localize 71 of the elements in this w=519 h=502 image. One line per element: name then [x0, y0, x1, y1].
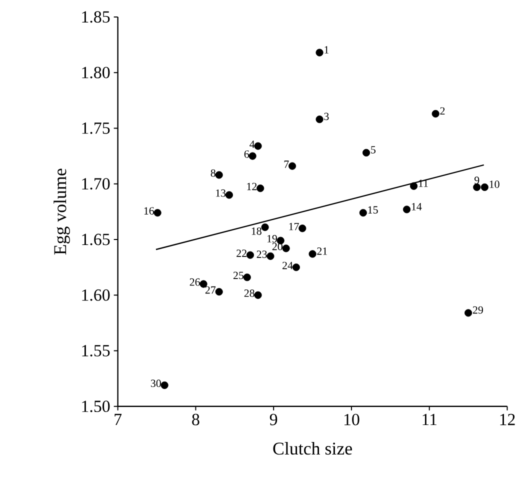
- y-tick-label: 1.60: [82, 289, 110, 301]
- annotation: 4: [250, 140, 255, 148]
- point: [288, 162, 296, 170]
- point: [246, 251, 254, 259]
- annotation: 29: [472, 306, 483, 314]
- annotation: 14: [412, 202, 422, 210]
- annotation: 1: [324, 46, 329, 54]
- point: [225, 191, 233, 199]
- y-tick-label: 1.75: [82, 122, 110, 134]
- y-axis-title: Egg volume: [54, 168, 70, 255]
- annotation: 9: [474, 176, 480, 184]
- point: [359, 208, 367, 216]
- annotation: 16: [144, 207, 154, 214]
- point: [282, 244, 290, 252]
- annotation: 12: [247, 182, 257, 190]
- annotation: 30: [150, 380, 161, 387]
- annotation: 26: [190, 278, 200, 286]
- point: [473, 183, 481, 191]
- x-tick-label: 12: [500, 414, 515, 425]
- annotation: 19: [267, 234, 277, 242]
- annotation: 24: [282, 262, 293, 269]
- point: [254, 142, 262, 150]
- point: [480, 183, 488, 191]
- annotation: 6: [244, 150, 250, 158]
- annotation: 5: [371, 146, 376, 154]
- point: [261, 223, 269, 231]
- y-tick-label: 1.70: [82, 178, 110, 190]
- annotation: 10: [490, 180, 500, 188]
- point: [266, 252, 274, 260]
- annotation: 7: [284, 160, 289, 168]
- point: [410, 182, 418, 190]
- point: [316, 115, 324, 123]
- point: [402, 206, 411, 214]
- point: [362, 148, 370, 156]
- point: [464, 309, 472, 317]
- x-tick-label: 10: [344, 414, 360, 426]
- point: [243, 273, 251, 281]
- annotation: 23: [256, 250, 267, 258]
- y-tick-label: 1.80: [82, 66, 110, 78]
- point: [432, 110, 440, 118]
- point: [298, 224, 306, 232]
- annotation: 22: [236, 250, 246, 257]
- point: [154, 208, 162, 216]
- y-tick-label: 1.65: [82, 234, 110, 246]
- x-tick-label: 11: [422, 414, 436, 425]
- annotation: 8: [210, 169, 216, 177]
- x-tick-label: 7: [114, 414, 122, 425]
- annotation: 27: [205, 286, 216, 294]
- point: [160, 381, 168, 389]
- x-tick-label: 8: [192, 414, 200, 426]
- y-tick-label: 1.85: [82, 11, 110, 23]
- annotation: 17: [289, 222, 299, 230]
- annotation: 3: [324, 112, 329, 120]
- point: [215, 288, 223, 296]
- x-axis-title: Clutch size: [273, 442, 352, 455]
- point: [215, 171, 223, 179]
- point: [248, 152, 256, 160]
- y-tick-label: 1.55: [82, 344, 110, 356]
- point: [308, 250, 316, 258]
- y-tick-label: 1.50: [82, 400, 110, 412]
- x-tick-label: 9: [270, 414, 278, 426]
- annotation: 18: [252, 227, 262, 235]
- annotation: 2: [440, 107, 445, 114]
- point: [254, 291, 262, 299]
- annotation: 21: [317, 247, 327, 255]
- annotation: 13: [216, 189, 226, 197]
- point: [316, 48, 324, 56]
- annotation: 25: [233, 272, 244, 279]
- annotation: 28: [244, 289, 254, 297]
- annotation: 15: [368, 206, 378, 214]
- point: [256, 184, 264, 192]
